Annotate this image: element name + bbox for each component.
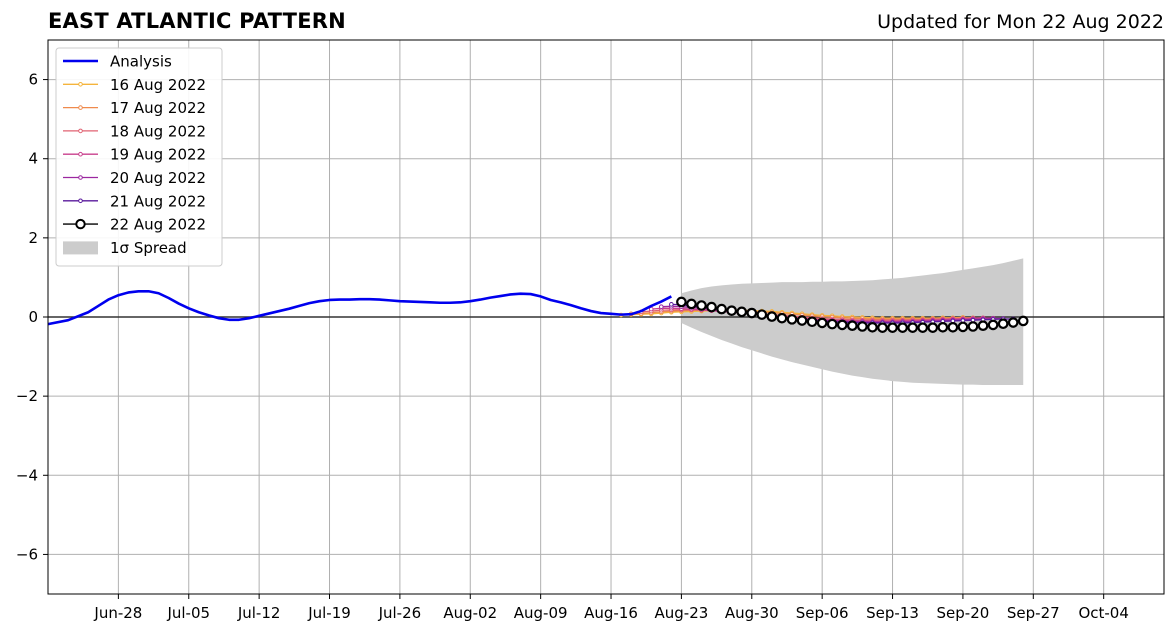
- forecast-point: [907, 322, 918, 333]
- y-tick-label: 0: [28, 308, 38, 326]
- legend-label: 17 Aug 2022: [110, 99, 206, 117]
- forecast-point: [937, 321, 949, 333]
- legend-label: 16 Aug 2022: [110, 76, 206, 94]
- y-tick-label: −2: [16, 387, 38, 405]
- x-tick-label: Jun-28: [93, 604, 142, 622]
- legend-marker: [78, 105, 83, 110]
- series-markers: [676, 296, 1029, 333]
- y-axis-ticks: −6 −4 −2 0 2 4 6: [16, 71, 48, 563]
- x-tick-label: Aug-16: [584, 604, 638, 622]
- forecast-point: [726, 305, 737, 316]
- y-tick-label: −6: [16, 545, 38, 563]
- forecast-point: [897, 322, 908, 333]
- x-tick-label: Aug-09: [514, 604, 568, 622]
- legend-label: Analysis: [110, 53, 172, 71]
- forecast-point: [826, 318, 838, 330]
- forecast-point: [669, 302, 674, 307]
- forecast-point: [676, 296, 687, 308]
- forecast-point: [867, 321, 878, 333]
- forecast-point: [847, 320, 858, 332]
- legend-label: 1σ Spread: [110, 239, 187, 257]
- x-tick-label: Aug-30: [725, 604, 779, 622]
- forecast-point: [756, 309, 768, 320]
- legend-marker: [78, 128, 83, 134]
- legend-marker: [78, 175, 83, 180]
- chart-subtitle: Updated for Mon 22 Aug 2022: [877, 11, 1164, 33]
- forecast-point: [716, 303, 727, 315]
- forecast-point: [997, 318, 1009, 330]
- forecast-point: [746, 307, 758, 319]
- x-tick-label: Jul-19: [307, 604, 351, 622]
- forecast-point: [1007, 317, 1019, 328]
- x-tick-label: Sep-20: [937, 604, 990, 622]
- forecast-point: [806, 316, 818, 328]
- forecast-point: [887, 322, 898, 333]
- legend-marker: [78, 198, 83, 204]
- forecast-point: [877, 322, 888, 333]
- forecast-point: [766, 311, 778, 322]
- forecast-point: [816, 317, 828, 329]
- x-tick-label: Sep-06: [796, 604, 849, 622]
- forecast-point: [686, 298, 697, 310]
- forecast-point: [927, 322, 939, 333]
- x-tick-label: Sep-27: [1007, 604, 1060, 622]
- legend-label: 20 Aug 2022: [110, 169, 206, 187]
- forecast-point: [957, 321, 969, 333]
- forecast-point: [857, 321, 868, 332]
- forecast-point: [977, 320, 989, 332]
- forecast-point: [987, 319, 999, 331]
- legend-marker: [75, 218, 86, 230]
- legend-label: 22 Aug 2022: [110, 216, 206, 234]
- forecast-point: [836, 319, 848, 331]
- forecast-point: [917, 322, 929, 333]
- forecast-point: [658, 304, 664, 310]
- forecast-point: [706, 301, 717, 313]
- forecast-point: [736, 306, 748, 318]
- legend-marker: [78, 151, 83, 157]
- x-tick-label: Oct-04: [1078, 604, 1128, 622]
- forecast-point: [696, 300, 707, 311]
- y-tick-label: 4: [28, 150, 38, 168]
- legend-label: 19 Aug 2022: [110, 146, 206, 164]
- forecast-point: [947, 321, 959, 333]
- y-tick-label: −4: [16, 466, 38, 484]
- x-axis-ticks: Jun-28 Jul-05 Jul-12 Jul-19 Jul-26 Aug-02 Aug-…: [93, 594, 1129, 622]
- legend-label: 18 Aug 2022: [110, 122, 206, 140]
- legend-label: 21 Aug 2022: [110, 192, 206, 210]
- x-tick-label: Sep-13: [866, 604, 919, 622]
- analysis-line: [47, 289, 672, 326]
- forecast-point: [967, 321, 979, 332]
- forecast-point: [786, 314, 798, 325]
- legend-box: [55, 47, 223, 267]
- chart-title: EAST ATLANTIC PATTERN: [48, 9, 346, 33]
- forecast-point: [796, 315, 808, 326]
- x-tick-label: Aug-23: [655, 604, 709, 622]
- x-tick-label: Jul-05: [166, 604, 210, 622]
- forecast-point: [776, 312, 788, 324]
- forecast-point: [1017, 315, 1029, 327]
- y-tick-label: 6: [28, 71, 38, 89]
- y-tick-label: 2: [28, 229, 38, 247]
- x-tick-label: Aug-02: [443, 604, 497, 622]
- legend-marker: [78, 82, 83, 87]
- x-tick-label: Jul-12: [237, 604, 281, 622]
- legend-swatch: [63, 241, 98, 255]
- x-tick-label: Jul-26: [378, 604, 422, 622]
- legend: Analysis 16 Aug 2022 17 Aug 2022 18 Aug 202…: [55, 47, 223, 267]
